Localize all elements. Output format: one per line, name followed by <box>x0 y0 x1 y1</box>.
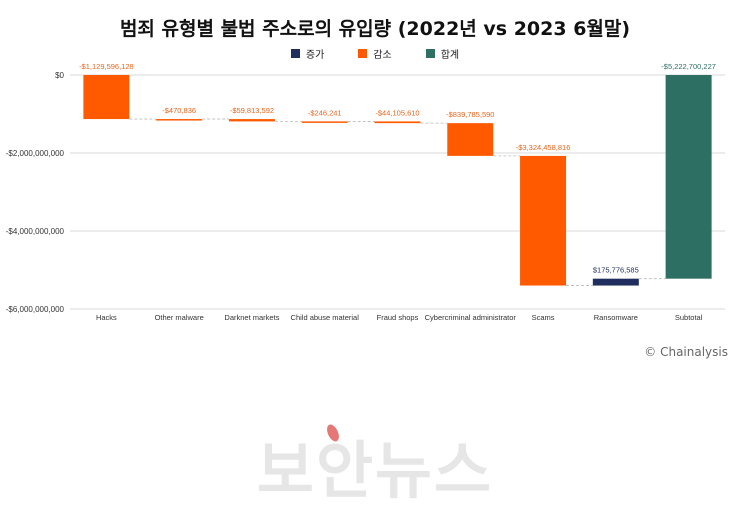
bar <box>520 155 567 286</box>
x-tick-label: Fraud shops <box>377 313 419 322</box>
x-tick-label: Ransomware <box>594 313 638 322</box>
legend-swatch-decrease <box>358 49 368 58</box>
bar <box>374 121 421 124</box>
data-label: -$3,324,458,816 <box>516 143 571 152</box>
legend-item-total: 합계 <box>425 46 460 61</box>
data-label: -$839,785,590 <box>446 110 494 119</box>
y-tick-label: $0 <box>55 71 64 80</box>
bar <box>83 75 130 120</box>
x-tick-label: Other malware <box>155 313 204 322</box>
bar <box>228 119 275 122</box>
y-tick-label: -$4,000,000,000 <box>6 227 65 236</box>
x-tick-label: Scams <box>532 313 555 322</box>
data-label: $175,776,585 <box>593 266 639 275</box>
bar <box>592 278 639 286</box>
x-tick-label: Hacks <box>96 313 117 322</box>
legend: 증가 감소 합계 <box>0 46 750 61</box>
bar <box>665 75 712 279</box>
x-tick-label: Subtotal <box>675 313 703 322</box>
data-label: -$5,222,700,227 <box>661 62 716 71</box>
bar <box>301 121 348 123</box>
data-label: -$246,241 <box>308 108 342 117</box>
y-tick-label: -$2,000,000,000 <box>6 149 65 158</box>
data-label: -$1,129,596,128 <box>79 62 134 71</box>
chart-title: 범죄 유형별 불법 주소로의 유입량 (2022년 vs 2023 6월말) <box>119 18 631 40</box>
y-tick-label: -$6,000,000,000 <box>6 305 65 314</box>
x-tick-label: Child abuse material <box>291 313 360 322</box>
source-credit: © Chainalysis <box>644 345 728 359</box>
legend-label-decrease: 감소 <box>373 50 392 61</box>
bar <box>447 123 494 156</box>
x-tick-label: Cybercriminal administrator <box>425 313 517 322</box>
data-label: -$44,105,610 <box>375 108 419 117</box>
bar <box>156 119 203 121</box>
legend-label-total: 합계 <box>440 50 460 61</box>
data-label: -$470,836 <box>162 106 196 115</box>
data-label: -$59,813,592 <box>230 106 274 115</box>
legend-label-increase: 증가 <box>305 50 325 61</box>
watermark-logo: 보안뉴스 <box>256 434 494 507</box>
legend-swatch-total <box>425 49 435 58</box>
legend-item-decrease: 감소 <box>358 46 392 61</box>
legend-swatch-increase <box>290 49 300 58</box>
x-tick-label: Darknet markets <box>224 313 279 322</box>
legend-item-increase: 증가 <box>290 46 325 61</box>
